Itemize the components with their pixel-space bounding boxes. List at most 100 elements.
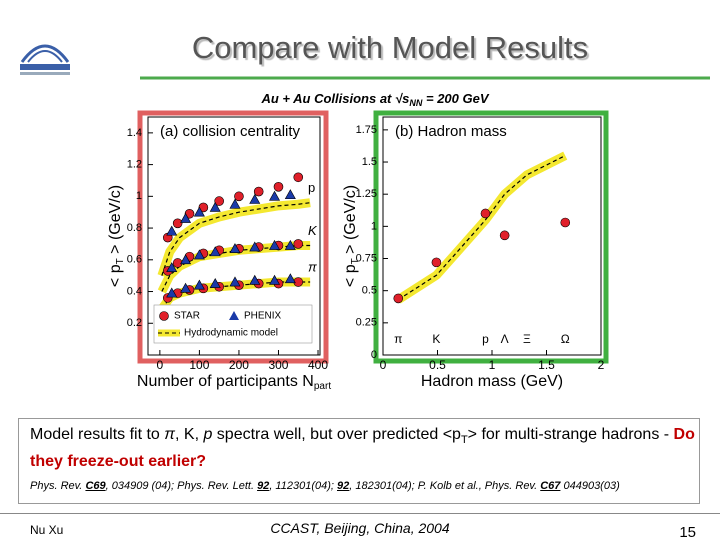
y-tick-label: 1.5 [362, 156, 377, 168]
ref-part: 92 [337, 480, 350, 492]
x-axis-label-part: part [314, 381, 331, 392]
figure-title-part: NN [409, 98, 422, 108]
phenix-point [284, 189, 296, 200]
phenix-point [229, 276, 241, 287]
x-tick-label: 300 [268, 358, 288, 372]
phenix-point [180, 254, 192, 265]
y-tick-label: 1 [371, 220, 377, 232]
phenix-point [229, 243, 241, 253]
y-tick-label: 0.25 [356, 317, 377, 329]
phenix-point [180, 212, 192, 223]
ref-part: , 112301(04); [269, 480, 337, 492]
y-tick-label: 0.6 [127, 254, 142, 266]
footer-author: Nu Xu [30, 523, 64, 537]
phenix-point [166, 262, 178, 273]
particle-label: π [394, 332, 402, 346]
ref-part: C67 [540, 480, 561, 492]
y-tick-label: 0.75 [356, 252, 377, 264]
legend-label: Hydrodynamic model [184, 328, 278, 339]
phenix-point [269, 274, 281, 285]
figure-title-part: Au + Au Collisions at [260, 91, 395, 106]
phenix-point [269, 190, 281, 201]
y-axis-label: < pT > (GeV/c) [342, 185, 360, 287]
star-point [293, 239, 304, 249]
star-point [253, 186, 264, 197]
star-point [214, 196, 224, 206]
footer-rule [0, 513, 720, 514]
ref-part: , 182301(04); P. Kolb et al., Phys. Rev. [349, 480, 541, 492]
text-part: π [164, 426, 175, 443]
y-tick-label: 0 [371, 349, 377, 361]
y-axis-label-part: > (GeV/c) [107, 185, 124, 258]
star-point [273, 182, 284, 192]
y-axis-label-part: T [115, 258, 126, 264]
y-axis-label: < pT > (GeV/c) [107, 185, 125, 287]
particle-label: Ξ [523, 332, 531, 346]
phenix-point [284, 239, 296, 250]
star-point [499, 230, 510, 241]
legend-label: STAR [174, 311, 200, 322]
figure-title-part: √s [395, 91, 409, 106]
phenix-point [209, 246, 221, 257]
panel-frame [137, 110, 329, 364]
particle-label: p [308, 180, 315, 195]
figure-title: Au + Au Collisions at √sNN = 200 GeV [260, 91, 489, 108]
phenix-point [166, 225, 178, 236]
footer-venue: CCAST, Beijing, China, 2004 [270, 520, 450, 536]
y-axis-label-part: < p [342, 264, 359, 287]
x-tick-label: 0 [157, 358, 164, 372]
ref-part: C69 [85, 480, 106, 492]
x-tick-label: 100 [189, 358, 209, 372]
ref-part: 044903(03) [560, 480, 620, 492]
text-part: , K, [175, 426, 204, 443]
model-line [161, 202, 311, 276]
star-point [393, 293, 404, 304]
y-tick-label: 1.4 [127, 127, 142, 139]
star-point [172, 218, 183, 229]
text-box [18, 418, 700, 504]
ref-part: Phys. Rev. [30, 480, 86, 492]
y-tick-label: 1 [136, 190, 142, 202]
y-axis-label-part: < p [107, 264, 124, 287]
x-tick-label: 400 [308, 358, 328, 372]
x-axis-label-part: Number of participants N [137, 373, 314, 390]
x-axis-label-part: Hadron mass (GeV) [421, 373, 563, 390]
page-number: 15 [679, 524, 696, 541]
y-tick-label: 1.75 [356, 124, 377, 136]
plot-area [382, 116, 602, 356]
y-tick-label: 0.8 [127, 222, 142, 234]
phenix-point [193, 249, 205, 260]
text-part: p [203, 426, 213, 443]
phenix-point [249, 241, 261, 252]
panel-label: (a) collision centrality [160, 123, 301, 140]
model-line [397, 155, 566, 301]
x-axis-label: Hadron mass (GeV) [421, 373, 563, 390]
logo [20, 44, 70, 75]
ref-part: , 034909 (04); Phys. Rev. Lett. [105, 480, 258, 492]
text-part: Model results fit to [30, 426, 165, 443]
panel-frame [373, 110, 609, 364]
x-tick-label: 0.5 [429, 358, 446, 372]
panel-label: (b) Hadron mass [395, 123, 507, 140]
phenix-point [166, 287, 178, 298]
x-tick-label: 0 [380, 358, 387, 372]
references: Phys. Rev. C69, 034909 (04); Phys. Rev. … [30, 480, 700, 492]
phenix-point [269, 239, 281, 250]
figure-title-part: = 200 GeV [422, 91, 489, 106]
legend-box [153, 304, 313, 344]
legend-symbol [229, 311, 239, 320]
text-part: T [460, 434, 468, 447]
particle-label: π [308, 259, 317, 274]
y-tick-label: 0.2 [127, 317, 142, 329]
phenix-point [209, 201, 221, 212]
star-point [560, 217, 571, 228]
x-tick-label: 1.5 [538, 358, 555, 372]
slide-title: Compare with Model Results [191, 30, 589, 65]
particle-label: p [482, 332, 489, 346]
particle-label: Ω [561, 332, 570, 346]
phenix-point [209, 277, 221, 288]
star-point [431, 257, 442, 268]
phenix-point [193, 206, 205, 217]
